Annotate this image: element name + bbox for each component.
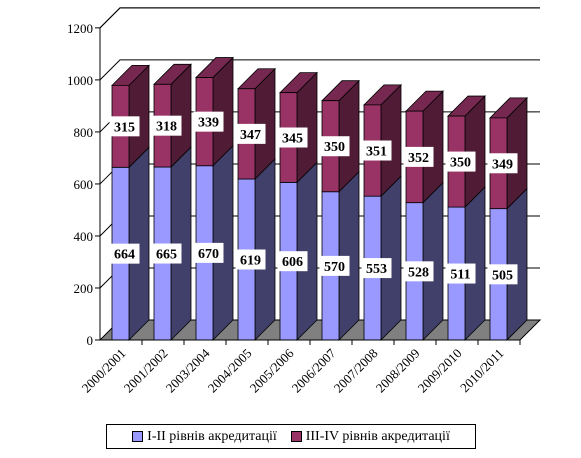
data-label-series-1: 670 [198,247,219,262]
x-tick-label: 2004/2005 [205,346,255,396]
data-label-series-1: 553 [366,262,387,277]
legend-swatch-series-1 [132,431,144,442]
data-label-box [277,127,308,148]
y-tick-label: 600 [74,177,94,192]
x-tick-label: 2006/2007 [289,345,339,395]
legend: І-ІІ рівнів акредитації ІІІ-IV рівнів ак… [106,424,476,449]
legend-label-series-1: І-ІІ рівнів акредитації [147,428,277,444]
data-label-series-1: 570 [324,260,345,275]
data-label-series-1: 511 [450,268,470,283]
gridline [99,59,540,81]
data-label-box [403,146,434,167]
gridline [99,7,540,29]
data-label-box [109,116,140,137]
data-label-box [487,153,518,174]
data-label-series-2: 315 [114,120,135,135]
bar-side-series-1 [338,170,360,341]
data-label-box [193,242,224,263]
y-axis: 0 200 400 600 800 1000 1200 [67,21,101,348]
x-tick-label: 2001/2002 [121,346,171,396]
data-label-series-1: 619 [240,253,261,268]
y-tick-label: 400 [74,229,94,244]
y-tick-label: 800 [74,125,94,140]
data-label-series-2: 345 [282,132,303,147]
x-tick-label: 2008/2009 [373,346,423,396]
x-tick-label: 2003/2004 [163,345,213,395]
x-tick-label: 2010/2011 [457,346,507,396]
data-label-series-1: 505 [492,268,513,283]
data-label-series-2: 347 [240,128,261,143]
data-label-series-1: 606 [282,255,303,270]
y-tick-label: 1200 [67,21,93,36]
data-labels: 664 315 665 318 670 339 619 347 606 345 570 350 553 3… [109,111,518,285]
data-label-box [403,261,434,282]
x-tick-label: 2009/2010 [415,346,465,396]
data-label-series-1: 664 [114,248,135,263]
legend-label-series-2: ІІІ-IV рівнів акредитації [305,428,450,444]
data-label-box [361,258,392,279]
data-label-series-2: 350 [450,156,471,171]
data-label-series-2: 350 [324,140,345,155]
data-label-box [445,151,476,172]
data-label-series-2: 351 [366,145,387,160]
data-label-series-1: 528 [408,265,429,280]
data-label-box [193,111,224,132]
x-axis-tick-labels: 2000/20012001/20022003/20042004/20052005… [79,339,521,396]
data-label-box [151,115,182,136]
x-tick-label: 2000/2001 [79,346,129,396]
data-label-box [445,263,476,284]
legend-swatch-series-2 [290,431,302,442]
data-label-box [487,264,518,285]
data-label-box [151,243,182,264]
bar-side-series-1 [464,186,486,341]
data-label-box [109,243,140,264]
data-label-box [277,251,308,272]
data-label-box [361,140,392,161]
data-label-series-2: 349 [492,157,513,172]
legend-item-series-1: І-ІІ рівнів акредитації [132,429,277,445]
bar-side-series-1 [128,146,150,341]
data-label-series-1: 665 [156,248,177,263]
y-tick-label: 1000 [67,73,93,88]
x-tick-label: 2007/2008 [331,346,381,396]
data-label-box [235,123,266,144]
bars [111,56,528,341]
data-label-box [235,249,266,270]
data-label-box [319,255,350,276]
data-label-box [319,136,350,157]
x-tick-label: 2005/2006 [247,345,297,395]
data-label-series-2: 318 [156,120,177,135]
data-label-series-2: 339 [198,116,219,131]
y-tick-label: 0 [87,333,94,348]
legend-item-series-2: ІІІ-IV рівнів акредитації [290,428,450,445]
y-tick-label: 200 [74,281,94,296]
data-label-series-2: 352 [408,151,429,166]
